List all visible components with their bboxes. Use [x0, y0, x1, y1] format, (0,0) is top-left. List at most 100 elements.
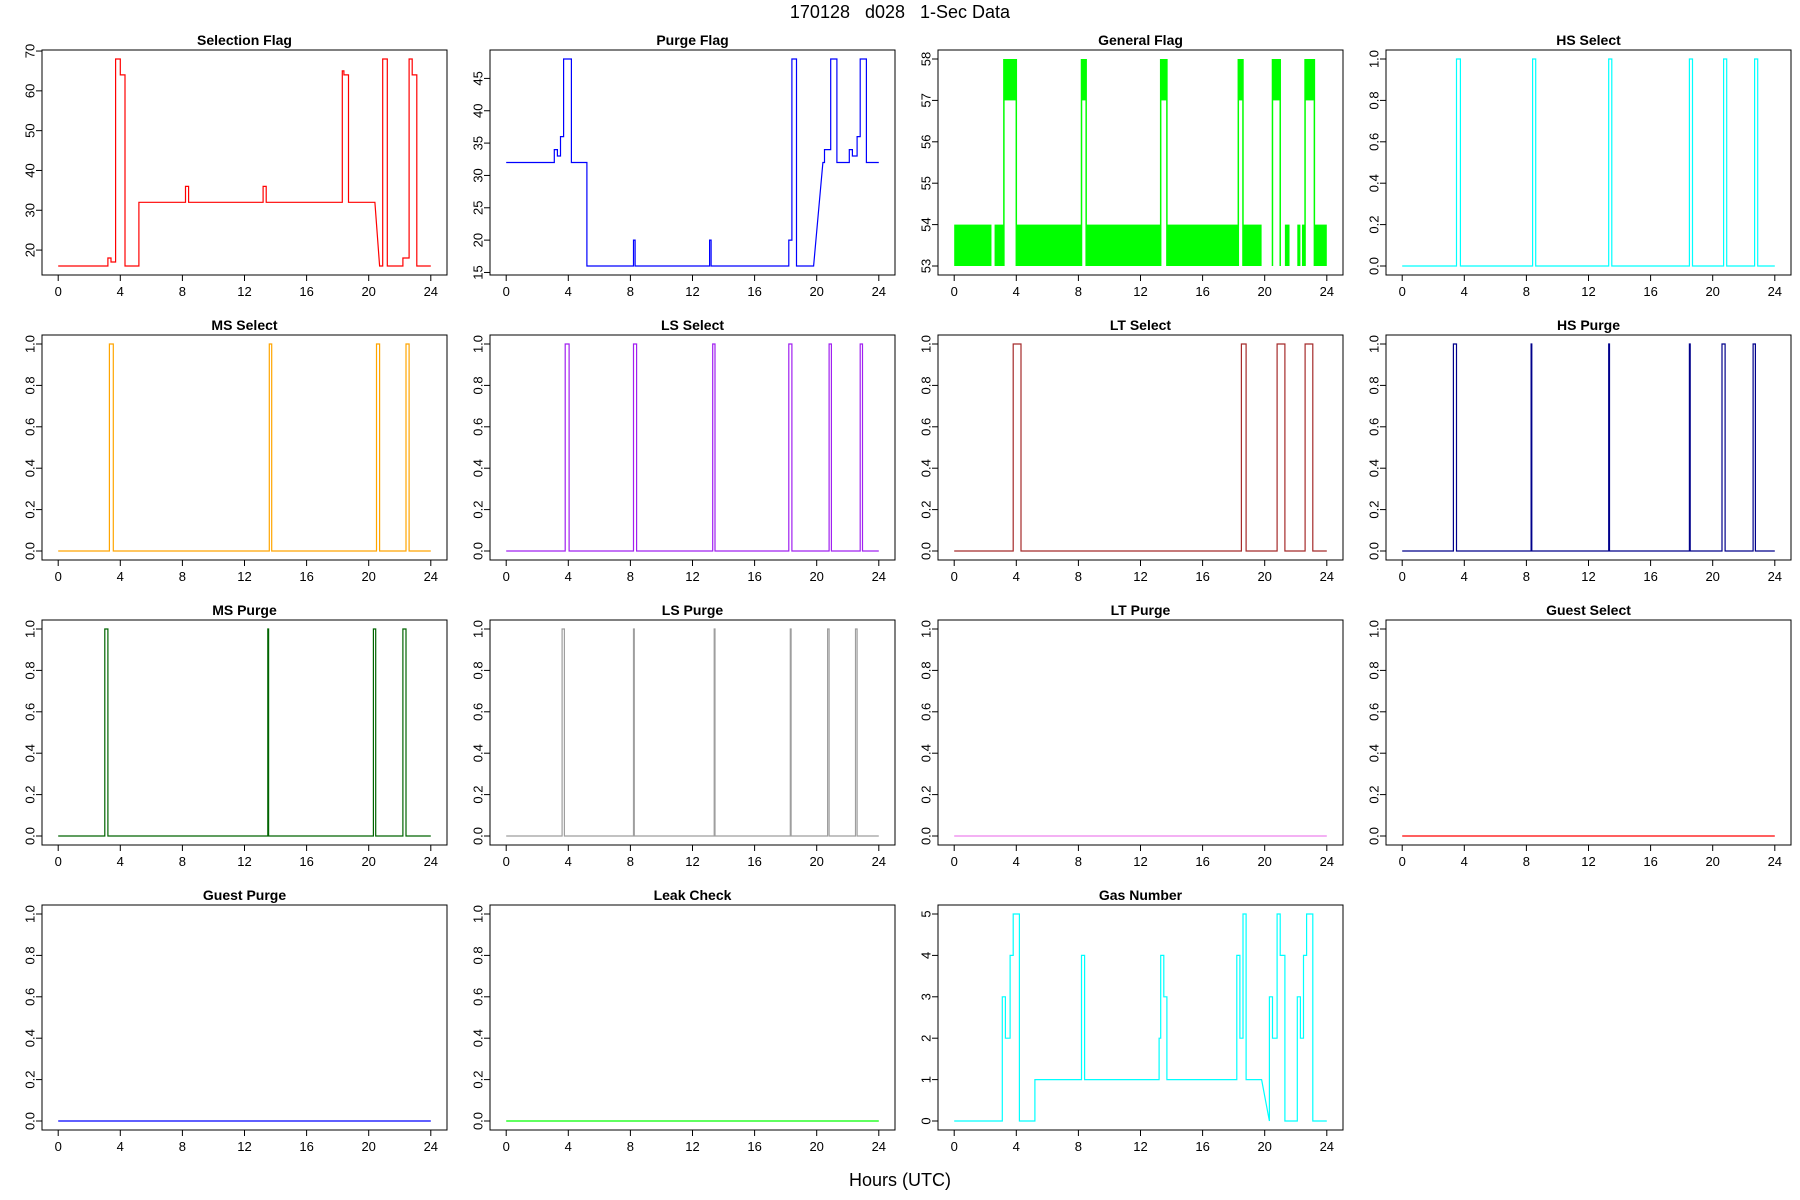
x-tick-label: 0	[1399, 569, 1406, 584]
y-tick-label: 0.8	[1366, 661, 1381, 679]
panel-title: LT Select	[1110, 317, 1172, 333]
y-tick-label: 0.2	[22, 501, 37, 519]
series-line	[58, 343, 431, 552]
x-tick-label: 20	[361, 284, 375, 299]
x-tick-label: 0	[55, 854, 62, 869]
y-tick-label: 15	[470, 265, 485, 279]
panel-ms-purge: MS Purge 0 4 8 12 16 20 24 0.0 0.2 0.4 0.6 0.8 1.0	[22, 602, 448, 869]
x-tick-label: 12	[237, 284, 251, 299]
y-tick-label: 0.4	[470, 744, 485, 762]
x-tick-label: 20	[1705, 284, 1719, 299]
y-tick-label: 0.2	[22, 1071, 37, 1089]
series-line	[506, 58, 879, 267]
series-line	[954, 913, 1327, 1122]
y-tick-label: 57	[918, 93, 933, 107]
x-tick-label: 0	[503, 1139, 510, 1154]
x-tick-label: 12	[1133, 569, 1147, 584]
y-tick-label: 0.6	[1366, 703, 1381, 721]
flag-band-high	[1272, 59, 1281, 101]
flag-band-low	[954, 224, 992, 266]
y-tick-label: 0.4	[22, 1029, 37, 1047]
y-tick-label: 0.8	[1366, 91, 1381, 109]
x-tick-label: 16	[1643, 284, 1657, 299]
panel-title: MS Purge	[212, 602, 277, 618]
y-tick-label: 40	[470, 104, 485, 118]
x-tick-label: 12	[685, 1139, 699, 1154]
x-tick-label: 12	[237, 1139, 251, 1154]
panel-general-flag: General Flag 0 4 8 12 16 20 24 53 54 55 56 57 58	[918, 32, 1344, 299]
x-tick-label: 8	[627, 1139, 634, 1154]
x-tick-label: 20	[809, 1139, 823, 1154]
x-tick-label: 16	[1195, 854, 1209, 869]
x-tick-label: 24	[1768, 569, 1782, 584]
y-tick-label: 0.0	[22, 827, 37, 845]
panel-leak-check: Leak Check 0 4 8 12 16 20 24 0.0 0.2 0.4 0.6 0.8 1.0	[470, 887, 896, 1154]
figure-title: 170128 d028 1-Sec Data	[789, 2, 1011, 22]
y-tick-label: 55	[918, 176, 933, 190]
x-tick-label: 12	[1581, 284, 1595, 299]
x-tick-label: 4	[1461, 569, 1468, 584]
y-tick-label: 0.4	[918, 459, 933, 477]
x-tick-label: 8	[179, 1139, 186, 1154]
x-tick-label: 20	[1257, 569, 1271, 584]
x-tick-label: 16	[299, 284, 313, 299]
y-tick-label: 1.0	[470, 335, 485, 353]
x-tick-label: 24	[424, 569, 438, 584]
y-tick-label: 56	[918, 135, 933, 149]
y-tick-label: 35	[470, 136, 485, 150]
x-tick-label: 24	[872, 1139, 886, 1154]
x-tick-label: 4	[565, 569, 572, 584]
x-tick-label: 8	[627, 284, 634, 299]
panel-guest-select: Guest Select 0 4 8 12 16 20 24 0.0 0.2 0.4 0.6 0.8 1.…	[1366, 602, 1792, 869]
x-tick-label: 4	[1013, 1139, 1020, 1154]
x-tick-label: 4	[1013, 854, 1020, 869]
panel-title: MS Select	[211, 317, 277, 333]
y-tick-label: 30	[470, 168, 485, 182]
panel-lt-select: LT Select 0 4 8 12 16 20 24 0.0 0.2 0.4 0.6 0.8 1.0	[918, 317, 1344, 584]
flag-band-high	[1305, 59, 1315, 101]
y-tick-label: 0.2	[22, 786, 37, 804]
flag-band-low	[1016, 224, 1082, 266]
x-tick-label: 20	[361, 1139, 375, 1154]
x-tick-label: 20	[1257, 1139, 1271, 1154]
x-tick-label: 8	[1075, 1139, 1082, 1154]
y-tick-label: 0.4	[470, 1029, 485, 1047]
flag-band-low	[1301, 224, 1306, 266]
x-tick-label: 12	[685, 284, 699, 299]
y-tick-label: 0.4	[1366, 174, 1381, 192]
series-line	[58, 58, 431, 267]
x-tick-label: 16	[299, 569, 313, 584]
x-tick-label: 20	[1705, 569, 1719, 584]
y-tick-label: 60	[22, 84, 37, 98]
panel-frame	[1385, 49, 1792, 276]
y-tick-label: 0.8	[22, 946, 37, 964]
y-tick-label: 54	[918, 217, 933, 231]
panel-title: General Flag	[1098, 32, 1183, 48]
x-tick-label: 20	[1257, 284, 1271, 299]
series-line	[1402, 343, 1775, 552]
x-tick-label: 4	[1013, 284, 1020, 299]
x-tick-label: 12	[1133, 1139, 1147, 1154]
x-tick-label: 16	[299, 854, 313, 869]
x-tick-label: 8	[627, 569, 634, 584]
panel-title: Leak Check	[654, 887, 732, 903]
x-tick-label: 0	[503, 284, 510, 299]
y-tick-label: 0.2	[918, 786, 933, 804]
flag-band-low	[1086, 224, 1161, 266]
panel-frame	[41, 49, 448, 276]
x-tick-label: 16	[747, 1139, 761, 1154]
x-tick-label: 24	[1768, 854, 1782, 869]
panel-ls-purge: LS Purge 0 4 8 12 16 20 24 0.0 0.2 0.4 0.6 0.8 1.0	[470, 602, 896, 869]
x-tick-label: 0	[951, 1139, 958, 1154]
panel-frame	[41, 619, 448, 846]
x-tick-label: 20	[1257, 854, 1271, 869]
flag-band-high	[1003, 59, 1017, 101]
x-tick-label: 8	[179, 284, 186, 299]
flag-band-low	[994, 224, 1004, 266]
y-tick-label: 1.0	[918, 335, 933, 353]
x-tick-label: 8	[179, 569, 186, 584]
panel-frame	[489, 904, 896, 1131]
y-tick-label: 0.6	[918, 703, 933, 721]
